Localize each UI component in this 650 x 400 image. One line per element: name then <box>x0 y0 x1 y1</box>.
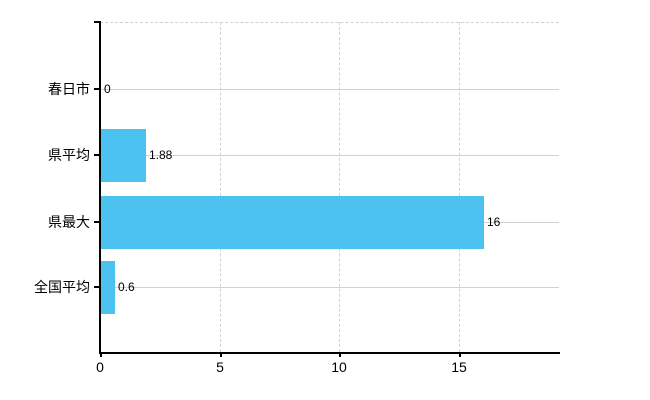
value-label: 0 <box>104 82 111 96</box>
value-label: 0.6 <box>118 280 135 294</box>
category-label: 全国平均 <box>34 279 90 295</box>
category-label: 春日市 <box>48 81 90 97</box>
x-axis-tick <box>220 352 222 357</box>
y-axis-tick <box>94 286 100 288</box>
x-axis-tick <box>339 352 341 357</box>
y-axis-tick <box>94 221 100 223</box>
y-axis-line <box>99 21 101 353</box>
x-tick-label: 10 <box>331 359 347 375</box>
x-axis-tick <box>100 352 102 357</box>
y-axis-end-tick <box>94 21 100 23</box>
x-tick-label: 0 <box>96 359 104 375</box>
value-label: 16 <box>487 215 501 229</box>
category-label: 県最大 <box>48 214 90 230</box>
h-gridline <box>101 155 559 156</box>
h-gridline <box>101 287 559 288</box>
value-label: 1.88 <box>149 148 173 162</box>
x-axis-tick <box>459 352 461 357</box>
bar <box>101 129 146 182</box>
h-gridline <box>101 89 559 90</box>
x-tick-label: 15 <box>451 359 467 375</box>
v-gridline <box>220 22 221 352</box>
y-axis-tick <box>94 88 100 90</box>
y-axis-tick <box>94 154 100 156</box>
v-gridline <box>459 22 460 352</box>
bar <box>101 196 484 249</box>
bar <box>101 261 115 314</box>
x-axis-line <box>99 352 560 354</box>
x-tick-label: 5 <box>216 359 224 375</box>
plot-top-border <box>100 22 559 23</box>
category-label: 県平均 <box>48 147 90 163</box>
v-gridline <box>339 22 340 352</box>
